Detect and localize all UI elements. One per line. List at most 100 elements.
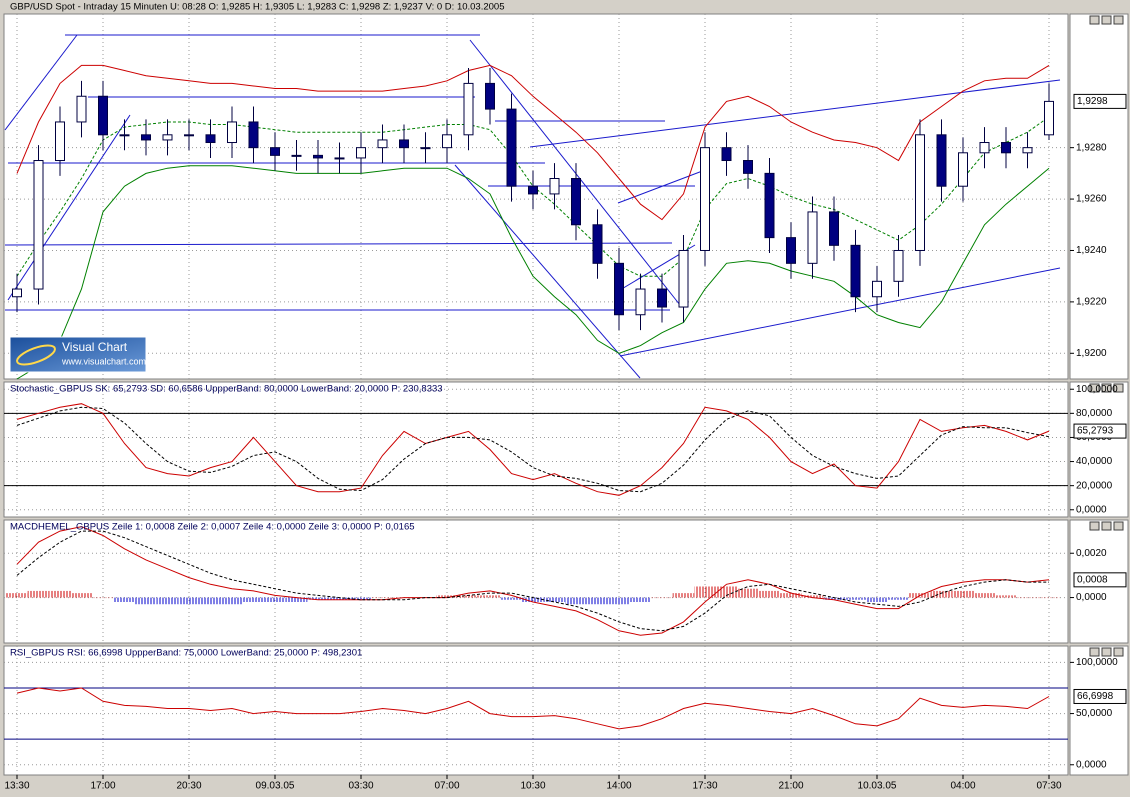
histogram-bar [801,595,824,598]
candle-body [463,82,474,136]
candle-body [807,211,818,264]
candle-body [571,178,581,226]
candle-body [248,121,259,149]
candle-body [98,95,108,136]
candle-body [506,108,517,187]
logo-swoosh [16,344,56,366]
current-value-box [1073,423,1127,439]
histogram-bar [479,595,501,598]
candle-body [872,280,882,298]
candle-body [334,157,345,160]
candle-body [678,249,689,308]
current-value-box [1073,572,1127,588]
plot-area [3,13,1069,380]
data [6,64,1060,730]
histogram-bar [221,597,243,605]
histogram-bar [844,597,867,600]
histogram-bar [930,590,953,598]
x-tick-label: 10:30 [520,781,545,792]
trend-line [617,169,706,204]
y-tick-label: 1,9260 [1076,194,1107,205]
candle-body [377,139,388,149]
series-line [16,165,1050,380]
histogram-bar [350,597,372,600]
candle-body [270,147,280,156]
histogram-bar [135,597,157,605]
histogram-bar [758,590,781,598]
histogram-bar [629,597,652,602]
panel-button [1101,647,1112,657]
axis-area [1069,645,1129,776]
y-tick-label: 0,0000 [1076,759,1107,770]
current-value-box [1073,688,1127,704]
histogram-bar [522,597,544,602]
plot-area [3,645,1069,776]
histogram-bar [307,597,329,600]
logo-box [9,336,147,373]
candle-body [12,288,22,298]
series-line [16,406,1050,493]
y-tick-label: 1,9220 [1076,297,1107,308]
series-line [16,530,1049,632]
candle-body [850,244,861,298]
logo: Visual Chart www.visualchart.com [9,336,147,373]
x-tick-label: 20:30 [176,781,201,792]
candle-body [915,134,925,251]
candle-body [958,152,968,187]
histogram-bar [178,597,200,605]
candle-body [635,288,646,316]
panel-button [1089,383,1100,393]
histogram-bar [715,586,738,598]
panel-title: GBP/USD Spot - Intraday 15 Minuten U: 08… [10,2,505,13]
panel-button [1089,15,1100,25]
x-tick-label: 07:00 [434,781,459,792]
current-value-box [1073,93,1127,109]
candle-body [227,121,237,144]
x-axis-strip [0,776,1130,792]
trend-line [619,267,1061,357]
histogram-bar [242,597,265,602]
histogram-bar [436,595,458,598]
y-tick-label: 0,0000 [1076,592,1107,603]
logo-url: www.visualchart.com [61,356,146,366]
panel-button [1101,521,1112,531]
candle-body [592,224,603,264]
histogram-bar [92,597,114,599]
histogram-bar [565,597,587,605]
x-tick-label: 03:30 [348,781,373,792]
histogram-bar [371,597,394,599]
plot-area [3,381,1069,518]
panel-title: MACDHEMEL_GBPUS Zeile 1: 0,0008 Zeile 2:… [10,522,415,533]
candle-body [893,249,904,282]
histogram-bar [264,597,286,602]
panel-button [1113,521,1124,531]
candle-body [141,134,151,141]
y-tick-label: 20,0000 [1076,480,1113,491]
histogram-bar [500,597,523,600]
candle-body [420,147,431,150]
histogram-bar [70,593,93,598]
current-value-label: 66,6998 [1077,691,1114,702]
histogram-bar [6,593,28,598]
grid [4,14,1068,775]
histogram-bar [285,597,308,602]
histogram-bar [457,595,480,598]
histogram-bar [1016,597,1039,599]
candle-body [356,147,366,159]
current-value-label: 65,2793 [1077,426,1114,437]
current-value-label: 0,0008 [1077,574,1108,585]
current-value-label: 1,9298 [1077,96,1108,107]
y-tick-label: 80,0000 [1076,408,1113,419]
candle-body [119,134,130,137]
candle-body [313,154,323,159]
labels: Visual Chart www.visualchart.com 1,9200 1… [4,2,1127,792]
candle-body [442,134,452,149]
trend-line [529,79,1061,148]
candle-body [1044,100,1054,136]
candle-body [829,211,839,246]
candle-body [764,172,775,239]
y-tick-label: 0,0020 [1076,548,1107,559]
histogram-bar [651,597,673,599]
